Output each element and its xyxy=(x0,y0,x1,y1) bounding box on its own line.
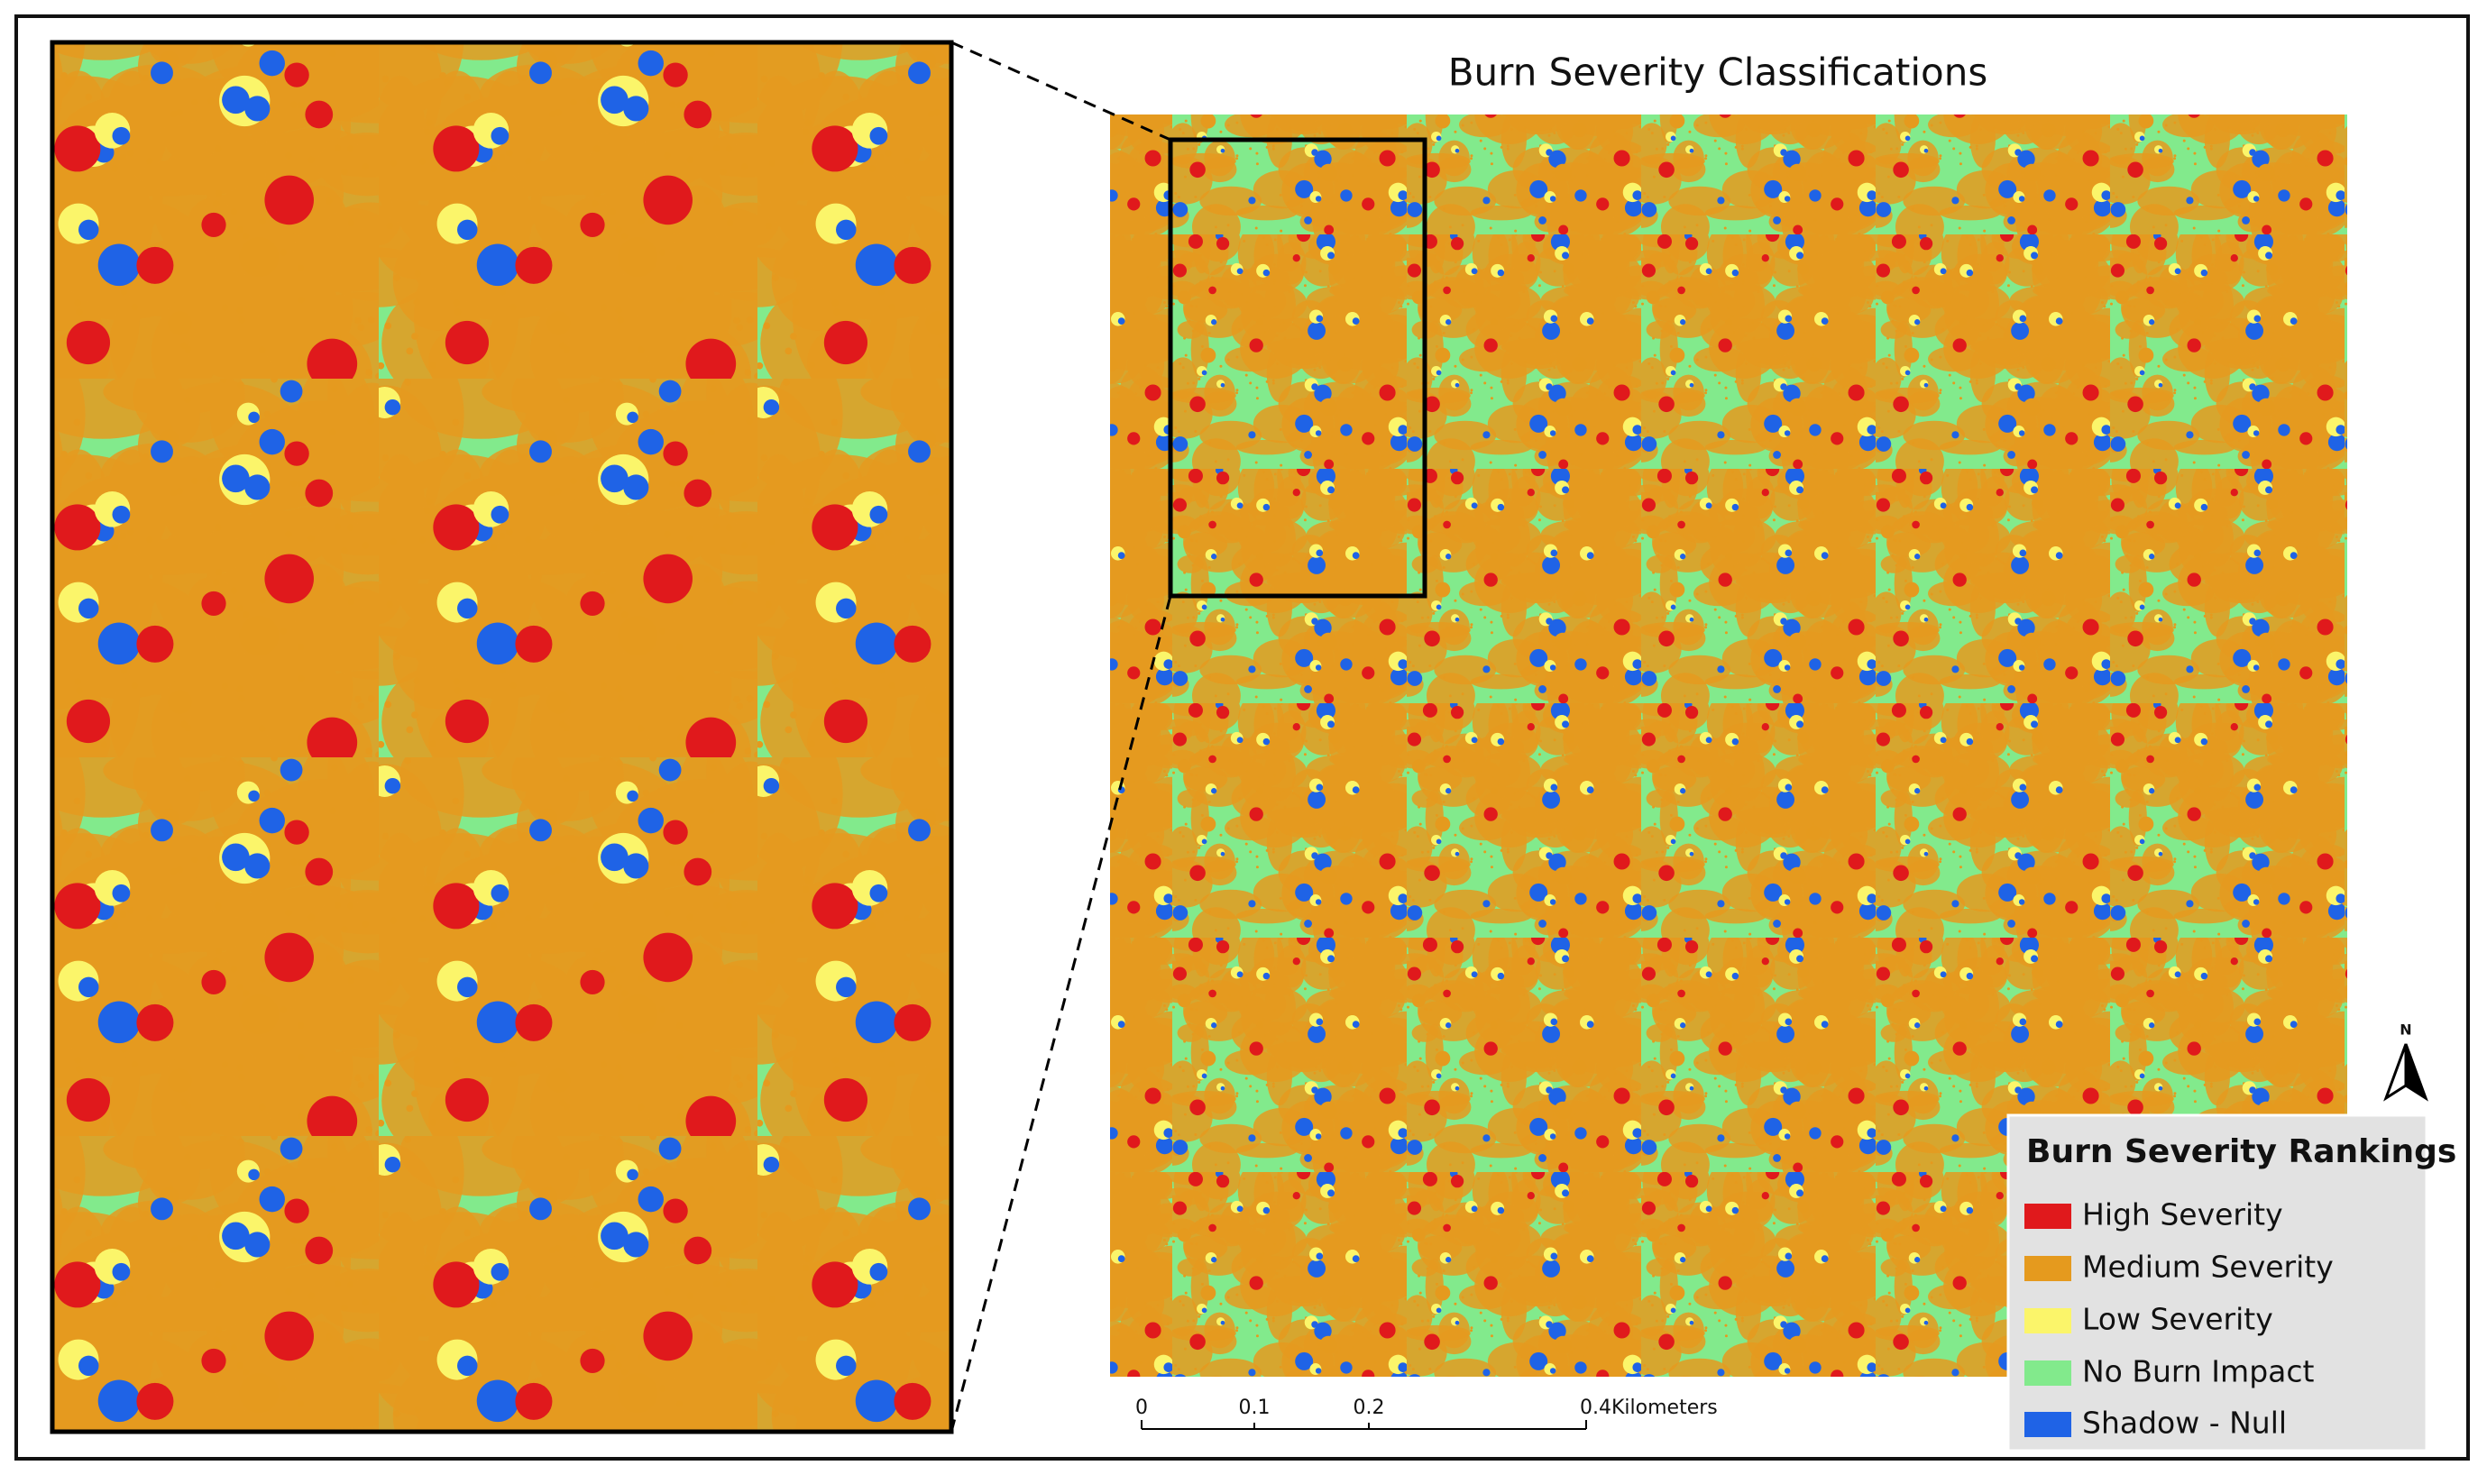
north-arrow: N xyxy=(2383,1021,2428,1102)
legend-label: High Severity xyxy=(2082,1197,2283,1232)
inset-map xyxy=(52,42,951,1432)
legend-swatch xyxy=(2024,1256,2071,1281)
scale-label: 0.4Kilometers xyxy=(1580,1397,1718,1419)
legend-label: Medium Severity xyxy=(2082,1250,2334,1285)
legend-box xyxy=(2006,1113,2428,1452)
legend-swatch xyxy=(2024,1412,2071,1437)
scale-label: 0.2 xyxy=(1354,1397,1385,1419)
scale-label: 0 xyxy=(1135,1397,1148,1419)
legend-swatch xyxy=(2024,1308,2071,1333)
scale-bar: 0 0.1 0.2 0.4Kilometers xyxy=(1135,1397,1718,1430)
legend-title: Burn Severity Rankings xyxy=(2026,1133,2456,1170)
legend-label: No Burn Impact xyxy=(2082,1354,2315,1389)
legend-swatch xyxy=(2024,1204,2071,1229)
scale-label: 0.1 xyxy=(1239,1397,1271,1419)
map-title: Burn Severity Classifications xyxy=(1448,50,1988,95)
legend-label: Shadow - Null xyxy=(2082,1406,2287,1441)
legend-label: Low Severity xyxy=(2082,1302,2273,1337)
legend: Burn Severity Rankings High Severity Medi… xyxy=(2006,1113,2456,1452)
north-label: N xyxy=(2400,1021,2411,1039)
arrow-right xyxy=(2404,1043,2428,1102)
legend-swatch xyxy=(2024,1360,2071,1386)
inset-extent xyxy=(1168,137,1427,599)
inset-frame xyxy=(50,40,954,1434)
